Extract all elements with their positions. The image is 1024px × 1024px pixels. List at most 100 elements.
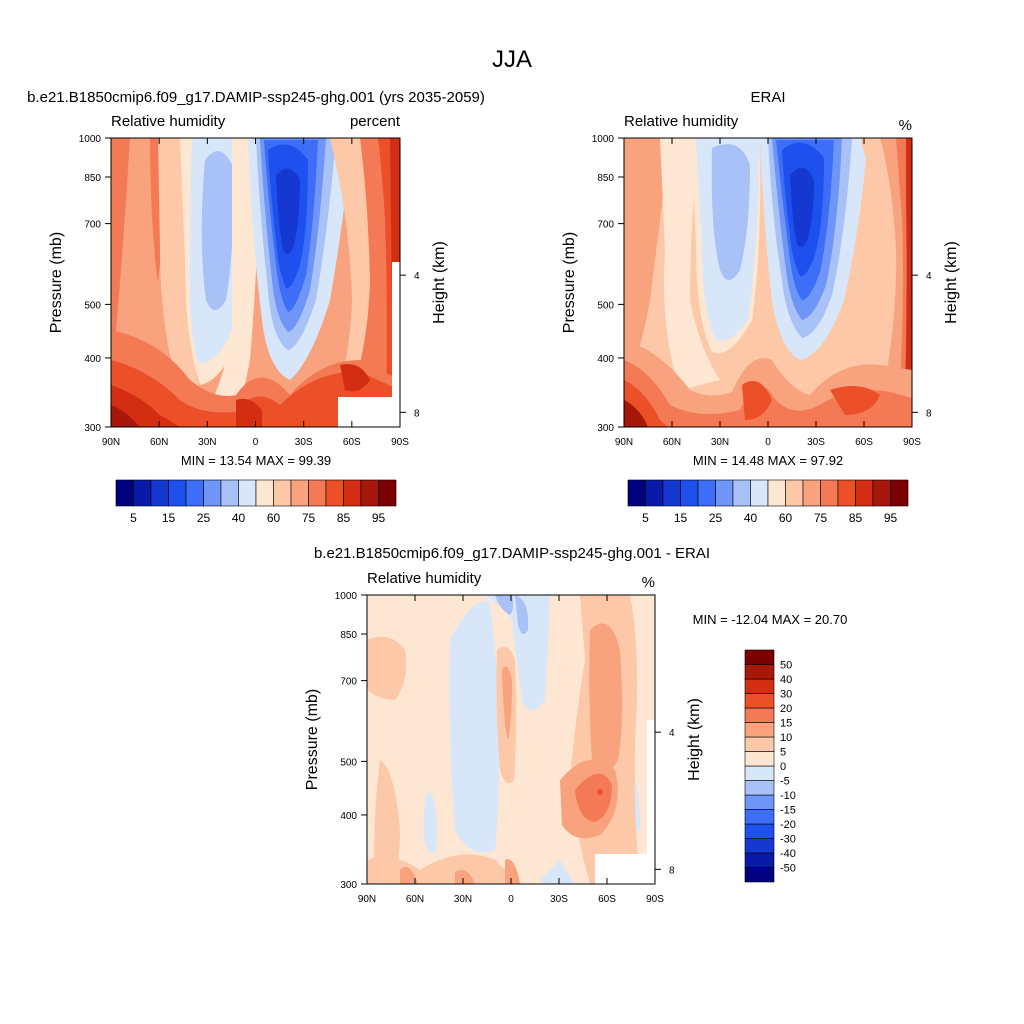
model-units-label: percent [350, 113, 401, 130]
y-tick-label: 1000 [592, 134, 615, 145]
y-tick-label: 400 [597, 354, 614, 365]
obs-panel-title: ERAI [750, 89, 785, 106]
y-axis-title: Pressure (mb) [304, 689, 321, 790]
colorbar-swatch [744, 722, 775, 738]
colorbar-swatch [744, 707, 775, 723]
x-tick-label: 30S [295, 437, 313, 448]
colorbar-label: 15 [162, 511, 176, 525]
colorbar-swatch [744, 678, 775, 694]
obs-colorbar: 5 15 25 40 60 75 85 95 [627, 479, 909, 525]
colorbar-swatch [255, 479, 274, 507]
colorbar-swatch [744, 765, 775, 781]
y-tick-label: 700 [340, 677, 357, 688]
model-min-max: MIN = 13.54 MAX = 99.39 [181, 453, 331, 468]
colorbar-label: 40 [744, 511, 758, 525]
y-tick-label: 500 [597, 300, 614, 311]
colorbar-swatch [744, 823, 775, 839]
y2-axis-title: Height (km) [943, 241, 960, 324]
colorbar-label: -30 [780, 834, 796, 846]
diff-units-label: % [642, 574, 655, 591]
x-tick-label: 0 [508, 894, 514, 905]
x-tick-label: 60S [598, 894, 616, 905]
x-tick-label: 0 [765, 437, 771, 448]
colorbar-label: -10 [780, 790, 796, 802]
colorbar-swatch [785, 479, 804, 507]
diff-contour-field [367, 595, 655, 884]
colorbar-swatch [343, 479, 362, 507]
colorbar-swatch [133, 479, 152, 507]
colorbar-label: 85 [337, 511, 351, 525]
y-axis-title: Pressure (mb) [48, 232, 65, 333]
colorbar-swatch [203, 479, 222, 507]
colorbar-swatch [802, 479, 821, 507]
colorbar-label: 25 [709, 511, 723, 525]
colorbar-swatch [378, 479, 397, 507]
y2-axis-title: Height (km) [686, 698, 703, 781]
model-contour-field [111, 138, 400, 427]
colorbar-swatch [627, 479, 646, 507]
colorbar-swatch [767, 479, 786, 507]
diff-panel-title: b.e21.B1850cmip6.f09_g17.DAMIP-ssp245-gh… [314, 545, 710, 562]
colorbar-swatch [662, 479, 681, 507]
colorbar-label: 5 [780, 747, 786, 759]
colorbar-swatch [744, 649, 775, 665]
obs-variable-label: Relative humidity [624, 113, 739, 130]
colorbar-swatch [744, 780, 775, 796]
colorbar-label: 60 [267, 511, 281, 525]
colorbar-label: 20 [780, 703, 792, 715]
colorbar-swatch [115, 479, 134, 507]
model-axes: 90N 60N 30N 0 30S 60S 90S 300 400 500 700 850 1000 4 8… [48, 134, 448, 448]
model-panel-title: b.e21.B1850cmip6.f09_g17.DAMIP-ssp245-gh… [27, 89, 485, 106]
x-tick-label: 30N [454, 894, 472, 905]
colorbar-swatch [168, 479, 187, 507]
y-tick-label: 1000 [335, 591, 358, 602]
colorbar-label: 40 [232, 511, 246, 525]
diff-panel: b.e21.B1850cmip6.f09_g17.DAMIP-ssp245-gh… [304, 545, 847, 905]
colorbar-label: -40 [780, 848, 796, 860]
obs-units-label: % [899, 117, 912, 134]
colorbar-swatch [238, 479, 257, 507]
colorbar-swatch [820, 479, 839, 507]
colorbar-swatch [872, 479, 891, 507]
colorbar-swatch [185, 479, 204, 507]
obs-contour-field [624, 138, 912, 427]
colorbar-swatch [837, 479, 856, 507]
colorbar-label: 95 [884, 511, 898, 525]
colorbar-label: 15 [674, 511, 688, 525]
colorbar-label: 5 [130, 511, 137, 525]
height-tick-label: 8 [926, 408, 932, 419]
x-tick-label: 30S [807, 437, 825, 448]
obs-axes: 90N 60N 30N 0 30S 60S 90S 300 400 500 700 850 1000 4 8… [561, 134, 960, 448]
y-tick-label: 500 [340, 757, 357, 768]
colorbar-label: 75 [814, 511, 828, 525]
figure-title: JJA [492, 46, 532, 73]
colorbar-swatch [744, 794, 775, 810]
x-tick-label: 0 [253, 437, 259, 448]
colorbar-swatch [744, 664, 775, 680]
diff-axes: 90N 60N 30N 0 30S 60S 90S 300 400 500 700 850 1000 4 8… [304, 591, 703, 905]
colorbar-swatch [273, 479, 292, 507]
y-tick-label: 300 [84, 423, 101, 434]
x-tick-label: 90S [903, 437, 921, 448]
colorbar-swatch [308, 479, 327, 507]
colorbar-swatch [744, 809, 775, 825]
y-tick-label: 850 [597, 173, 614, 184]
y-tick-label: 850 [340, 630, 357, 641]
x-tick-label: 90S [391, 437, 409, 448]
y-tick-label: 500 [84, 300, 101, 311]
colorbar-label: -15 [780, 805, 796, 817]
colorbar-label: 15 [780, 718, 792, 730]
y-tick-label: 1000 [79, 134, 102, 145]
colorbar-swatch [715, 479, 734, 507]
y-tick-label: 400 [84, 354, 101, 365]
colorbar-label: 75 [302, 511, 316, 525]
colorbar-swatch [744, 751, 775, 767]
colorbar-label: -5 [780, 776, 790, 788]
colorbar-label: 60 [779, 511, 793, 525]
height-tick-label: 4 [926, 271, 932, 282]
x-tick-label: 90N [102, 437, 120, 448]
colorbar-label: -50 [780, 863, 796, 875]
obs-panel: ERAI Relative humidity % [561, 89, 960, 525]
colorbar-swatch [220, 479, 239, 507]
